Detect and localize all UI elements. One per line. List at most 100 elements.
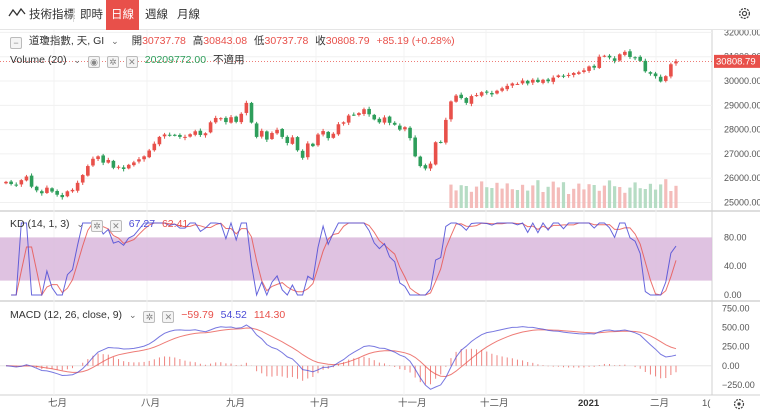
candle-body <box>459 94 463 99</box>
candle-body <box>387 116 392 123</box>
candle-body <box>50 188 54 192</box>
candle-body <box>4 181 8 184</box>
settings-small-icon[interactable]: ✲ <box>143 311 156 323</box>
candle-body <box>203 133 208 136</box>
candle-body <box>464 98 469 103</box>
candle-body <box>254 123 259 137</box>
chevron-down-icon[interactable]: ⌄ <box>128 310 137 320</box>
volume-bar <box>607 180 612 208</box>
volume-bar <box>592 185 596 208</box>
candle-body <box>193 131 198 135</box>
kd-label: KD (14, 1, 3) <box>10 218 70 230</box>
candle-body <box>96 156 100 160</box>
candle-body <box>398 125 402 130</box>
candle-body <box>536 79 540 82</box>
kd-k-line <box>11 221 677 297</box>
minus-square-icon[interactable]: − <box>10 37 22 49</box>
candle-body <box>408 127 412 139</box>
time-label-sep: 九月 <box>226 397 245 409</box>
timeframe-weekly-button[interactable]: 週線 <box>145 9 168 21</box>
candle-body <box>137 159 141 162</box>
candle-body <box>648 72 653 74</box>
price-tick-label: 30000.00 <box>724 76 760 86</box>
high-label: 高 <box>192 35 204 47</box>
technical-indicators-label: 技術指標 <box>29 9 75 21</box>
timeframe-monthly-button[interactable]: 月線 <box>177 9 200 21</box>
candle-body <box>566 74 571 76</box>
low-value: 30737.78 <box>264 35 309 47</box>
candle-body <box>162 134 167 137</box>
settings-button[interactable] <box>737 0 752 30</box>
candle-body <box>80 175 85 183</box>
volume-bar <box>469 191 474 208</box>
candle-body <box>515 83 520 85</box>
timeframe-intraday-button[interactable]: 即時 <box>80 9 103 21</box>
chart-area[interactable]: 32000.0031000.0030000.0029000.0028000.00… <box>0 30 760 412</box>
candle-body <box>607 55 612 58</box>
volume-bar <box>659 184 663 208</box>
chart-canvas[interactable]: 32000.0031000.0030000.0029000.0028000.00… <box>0 30 760 412</box>
volume-bar <box>674 185 678 208</box>
candle-body <box>147 150 152 158</box>
close-icon[interactable]: ✕ <box>109 220 122 232</box>
candle-body <box>157 136 162 145</box>
candle-body <box>213 117 218 123</box>
last-price-label: 30808.79 <box>716 56 756 67</box>
candle-body <box>183 136 187 138</box>
chevron-down-icon[interactable]: ⌄ <box>111 36 119 46</box>
settings-small-icon[interactable]: ✲ <box>90 220 103 232</box>
volume-bar <box>515 190 520 208</box>
volume-bar <box>474 186 479 208</box>
candle-body <box>336 124 341 135</box>
close-icon[interactable]: ✕ <box>125 56 138 68</box>
volume-bar <box>566 194 571 208</box>
candle-body <box>362 109 366 114</box>
candle-body <box>75 182 80 191</box>
chart-toolbar: 技術指標 即時 日線 週線 月線 <box>0 0 760 30</box>
candle-body <box>142 156 146 160</box>
volume-bar <box>500 188 504 208</box>
candle-body <box>244 102 249 113</box>
candle-body <box>126 164 131 169</box>
chevron-down-icon[interactable]: ⌄ <box>76 219 84 229</box>
candle-body <box>300 150 305 158</box>
technical-indicators-button[interactable]: 技術指標 <box>8 0 75 30</box>
macd-tick-label: 0.00 <box>722 361 740 371</box>
volume-bar <box>618 187 622 208</box>
candle-body <box>592 65 596 68</box>
price-tick-label: 29000.00 <box>724 100 760 110</box>
candle-body <box>561 75 566 77</box>
candle-body <box>500 88 504 91</box>
candle-body <box>582 70 586 72</box>
chart-grid <box>0 30 712 395</box>
candle-body <box>556 75 561 78</box>
close-icon[interactable]: ✕ <box>162 311 175 323</box>
fit-screen-icon[interactable] <box>733 398 745 410</box>
settings-small-icon[interactable]: ✲ <box>106 56 119 68</box>
volume-label: Volume (20) <box>10 54 67 66</box>
main-legend: − 道瓊指數, 天, GI ⌄ 開30737.78 高30843.08 低307… <box>10 33 459 49</box>
candle-body <box>270 133 274 139</box>
candle-body <box>377 118 382 123</box>
macd-tick-label: 750.00 <box>722 304 750 314</box>
candle-body <box>403 127 407 130</box>
close-label: 收 <box>315 35 326 47</box>
time-label-nov: 十一月 <box>398 397 427 409</box>
candle-body <box>490 92 494 95</box>
candle-body <box>658 76 663 82</box>
eye-icon[interactable]: ◉ <box>88 56 101 68</box>
chart-axes: 32000.0031000.0030000.0029000.0028000.00… <box>722 30 760 390</box>
candle-body <box>86 166 90 176</box>
volume-bar <box>628 187 632 208</box>
volume-bar <box>459 185 463 208</box>
candle-body <box>280 128 284 137</box>
volume-bar <box>526 190 530 208</box>
volume-bar <box>485 187 489 208</box>
candle-body <box>418 156 423 167</box>
timeframe-daily-button[interactable]: 日線 <box>106 0 139 30</box>
candle-body <box>239 113 244 123</box>
candle-body <box>341 122 346 124</box>
chevron-down-icon[interactable]: ⌄ <box>73 55 82 65</box>
candle-body <box>454 95 458 102</box>
candle-body <box>285 136 290 143</box>
